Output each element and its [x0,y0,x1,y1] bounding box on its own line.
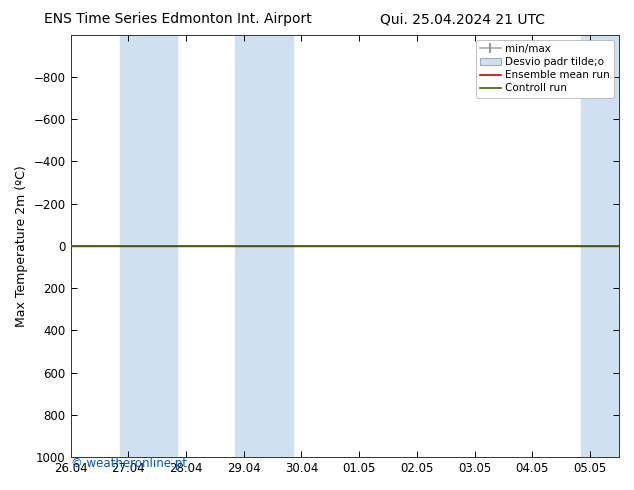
Text: ENS Time Series Edmonton Int. Airport: ENS Time Series Edmonton Int. Airport [44,12,311,26]
Bar [120,35,178,457]
Legend: min/max, Desvio padr tilde;o, Ensemble mean run, Controll run: min/max, Desvio padr tilde;o, Ensemble m… [476,40,614,98]
Bar [581,35,619,457]
Text: © weatheronline.pt: © weatheronline.pt [71,457,187,470]
Text: Qui. 25.04.2024 21 UTC: Qui. 25.04.2024 21 UTC [380,12,545,26]
Y-axis label: Max Temperature 2m (ºC): Max Temperature 2m (ºC) [15,165,28,327]
Bar [235,35,293,457]
